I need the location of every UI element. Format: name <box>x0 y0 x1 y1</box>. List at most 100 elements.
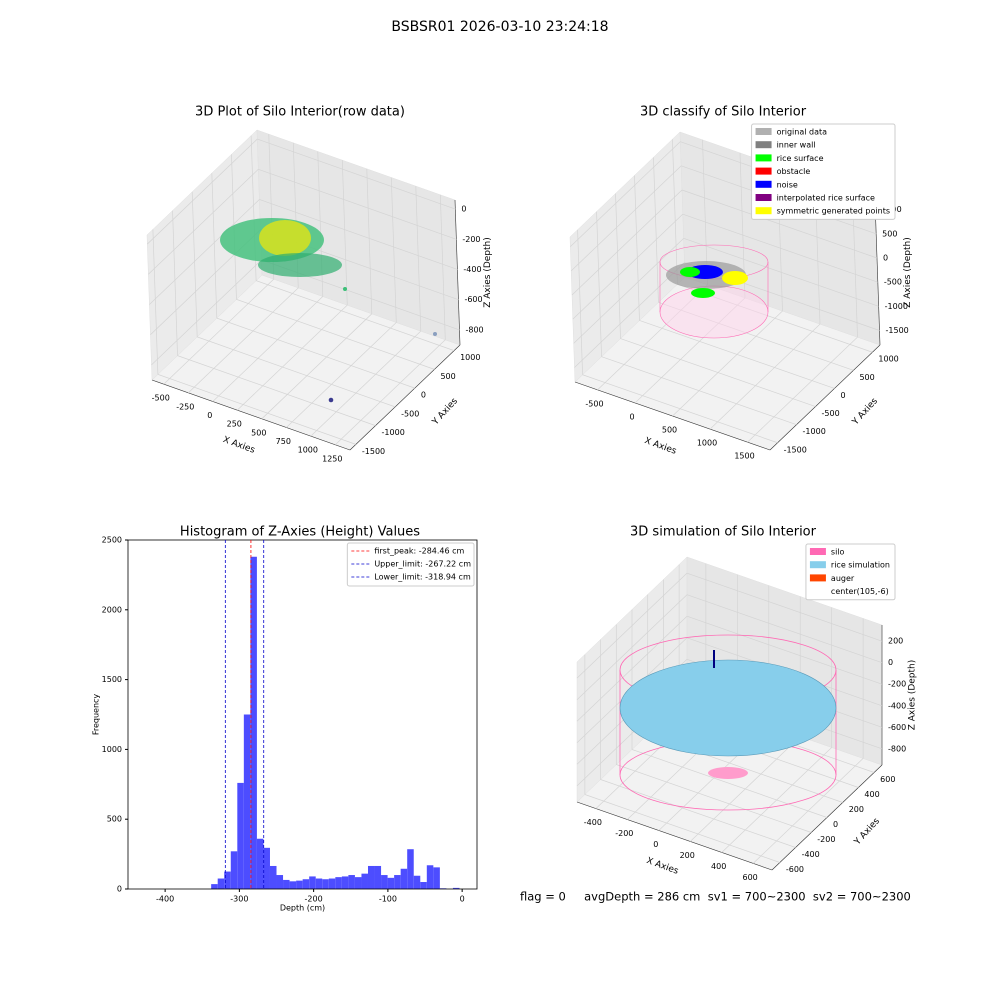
y-tick-label: -200 <box>817 835 835 844</box>
legend: first_peak: -284.46 cm Upper_limit: -267.… <box>346 542 475 587</box>
bar <box>250 556 257 889</box>
legend: original data inner wall rice surface obsta… <box>751 123 896 220</box>
grid-line <box>672 139 678 285</box>
x-tick-label: 750 <box>276 437 291 446</box>
y-tick-label: 600 <box>880 775 895 784</box>
z-tick-label: -600 <box>464 295 482 304</box>
legend-swatch <box>755 167 772 175</box>
grid-line <box>212 296 324 402</box>
grid-line <box>335 339 446 446</box>
legend-box <box>346 542 475 587</box>
grid-line <box>188 287 299 394</box>
y-axis-label: Frequency <box>92 694 101 736</box>
bar <box>328 878 336 889</box>
y-tick-label: 1000 <box>102 745 122 754</box>
legend-swatch <box>755 128 772 135</box>
grid-line <box>584 794 780 863</box>
grid-line <box>576 615 688 722</box>
x-tick-label: -200 <box>615 829 633 838</box>
chart-title: 3D simulation of Silo Interior <box>630 525 817 540</box>
grid-line <box>390 177 397 323</box>
y-axis-label: Y Axies <box>852 816 882 848</box>
z-tick-label: -400 <box>463 265 481 274</box>
y-tick-label: -1000 <box>803 427 826 436</box>
grid-line <box>152 229 159 375</box>
grid-line <box>634 175 640 321</box>
grid-line <box>631 749 828 818</box>
x-tick-label: 500 <box>662 426 677 435</box>
z-tick-label: -400 <box>888 701 906 710</box>
grid-line <box>366 168 373 314</box>
y-tick-label: -600 <box>786 865 804 874</box>
chart-title: Histogram of Z-Axies (Height) Values <box>180 525 420 540</box>
x-tick-label: -400 <box>156 895 174 904</box>
raw-outlier <box>433 332 437 336</box>
bar <box>217 878 225 889</box>
grid-line <box>147 138 258 245</box>
bar <box>243 714 251 889</box>
z-tick-label: -800 <box>465 325 483 334</box>
bar <box>367 865 375 889</box>
grid-line <box>570 141 681 247</box>
y-tick-label: 1500 <box>102 675 122 684</box>
z-tick-label: -200 <box>888 680 906 689</box>
grid-line <box>259 199 458 270</box>
legend: silo rice simulation auger center(105,-6) <box>805 543 896 601</box>
grid-line <box>582 374 778 444</box>
z-tick-label: 0 <box>888 658 893 667</box>
x-tick-label: -300 <box>230 895 248 904</box>
y-tick-label: 2000 <box>102 605 122 614</box>
y-tick-label: -500 <box>401 409 419 418</box>
y-tick-label: 500 <box>440 372 455 381</box>
y-axis <box>349 344 461 451</box>
legend-label: symmetric generated points <box>777 207 890 216</box>
z-tick-label: -1000 <box>885 302 908 311</box>
bar <box>335 877 342 889</box>
bar <box>211 884 218 889</box>
wall-side <box>659 262 769 312</box>
legend-swatch <box>809 587 826 595</box>
x-tick-label: 500 <box>251 428 266 437</box>
grid-line <box>576 572 688 679</box>
raw-outlier <box>328 397 334 403</box>
x-tick-label: 1250 <box>322 454 342 463</box>
grid-line <box>616 764 812 833</box>
bar <box>224 871 231 889</box>
bar <box>341 876 349 889</box>
grid-line <box>573 238 684 344</box>
grid-line <box>615 193 621 339</box>
y-tick-label: 500 <box>107 815 122 824</box>
x-tick-label: -500 <box>585 399 603 408</box>
grid-line <box>596 211 602 357</box>
raw-outlier <box>343 287 347 291</box>
y-tick-label: 1000 <box>878 355 898 364</box>
grid-line <box>439 194 446 340</box>
y-axis-label: Y Axies <box>430 396 460 428</box>
grid-line <box>211 173 218 319</box>
x-tick-label: 400 <box>711 862 726 871</box>
y-tick-label: -1000 <box>382 428 405 437</box>
x-axis <box>576 801 773 871</box>
legend-swatch <box>809 548 826 555</box>
y-tick-label: 1000 <box>460 353 480 362</box>
z-axis <box>454 199 461 346</box>
bar <box>452 887 460 889</box>
bar <box>420 882 427 889</box>
rice-cloud <box>691 288 715 298</box>
bar <box>394 875 401 889</box>
x-tick-label: -400 <box>584 818 602 827</box>
legend-box <box>751 123 896 220</box>
plot-frame <box>127 539 478 890</box>
grid-line <box>576 594 688 700</box>
grid-line <box>620 338 816 407</box>
y-tick-label: 0 <box>833 820 838 829</box>
bar <box>381 875 388 889</box>
x-tick-label: -250 <box>176 402 194 411</box>
x-tick-label: 200 <box>680 851 695 860</box>
bar <box>289 881 297 889</box>
grid-line <box>258 168 457 240</box>
grid-line <box>415 186 422 332</box>
legend-swatch <box>809 561 826 569</box>
grid-line <box>709 323 821 430</box>
